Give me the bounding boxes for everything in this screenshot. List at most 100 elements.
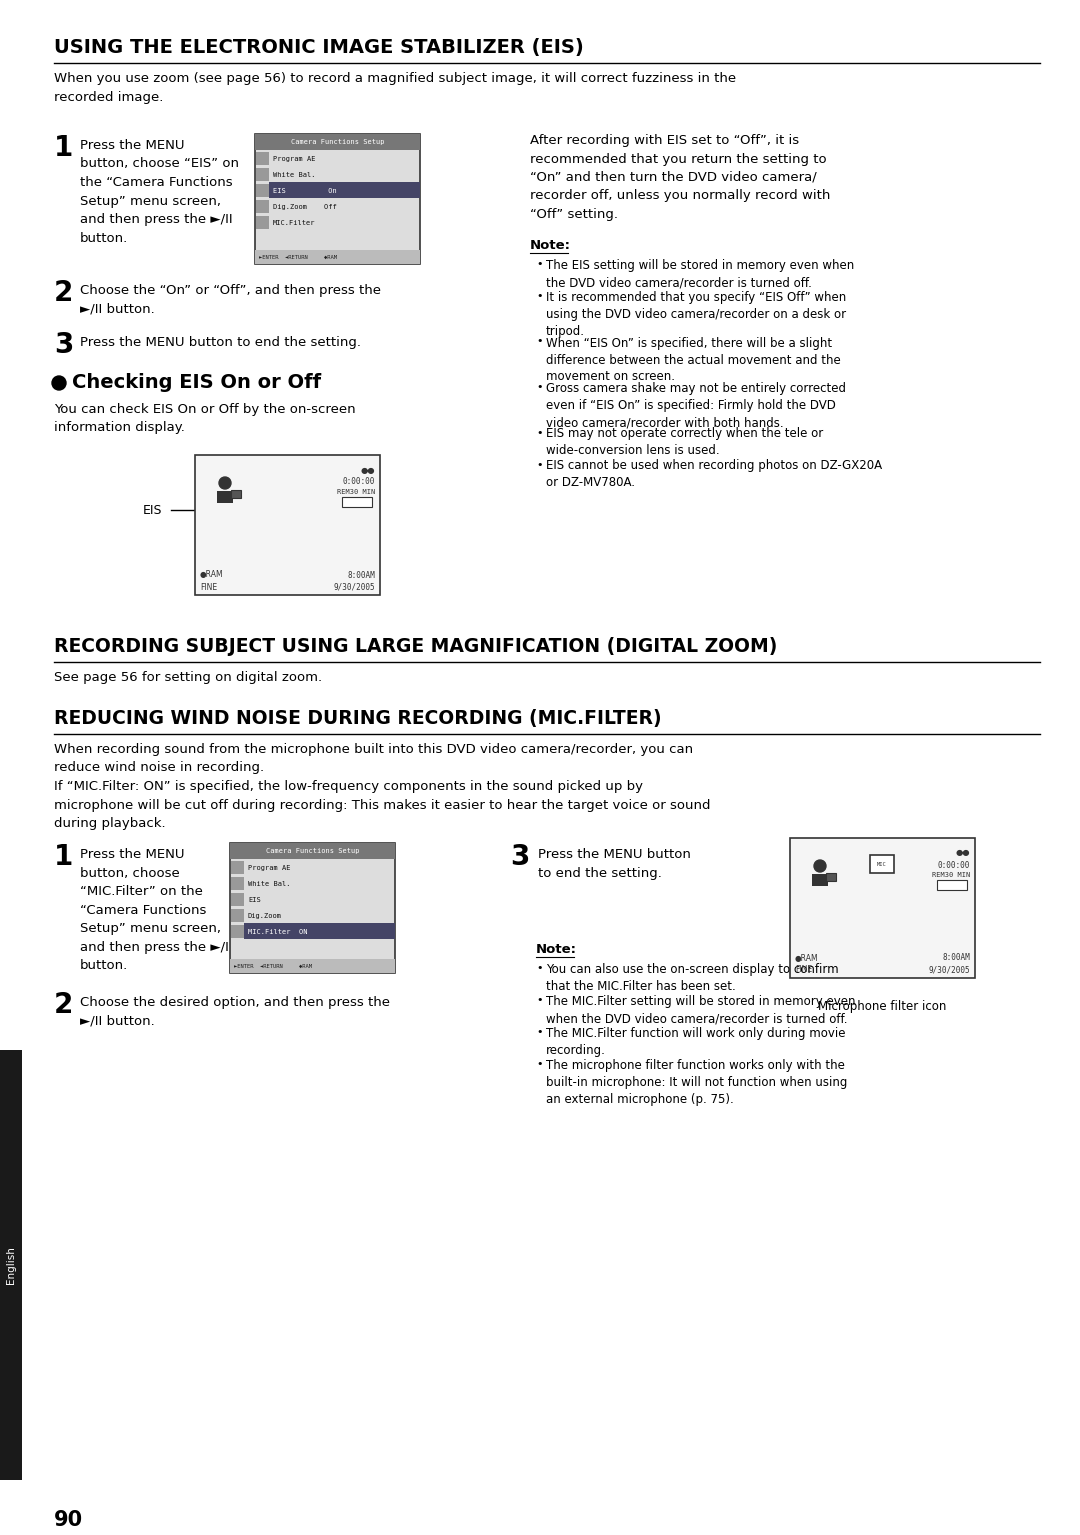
Text: The MIC.Filter function will work only during movie
recording.: The MIC.Filter function will work only d… [546, 1027, 846, 1058]
Text: 1: 1 [54, 134, 73, 163]
Text: White Bal.: White Bal. [273, 172, 315, 178]
Bar [217, 491, 233, 503]
Bar [256, 167, 269, 181]
Text: 0:00:00: 0:00:00 [937, 861, 970, 869]
Bar [0, 1050, 22, 1480]
Text: •: • [536, 336, 542, 347]
Text: 9/30/2005: 9/30/2005 [929, 966, 970, 975]
Text: Press the MENU
button, choose “EIS” on
the “Camera Functions
Setup” menu screen,: Press the MENU button, choose “EIS” on t… [80, 140, 239, 244]
Text: RECORDING SUBJECT USING LARGE MAGNIFICATION (DIGITAL ZOOM): RECORDING SUBJECT USING LARGE MAGNIFICAT… [54, 637, 778, 655]
Circle shape [814, 860, 826, 872]
Bar [255, 134, 420, 150]
Text: You can check EIS On or Off by the on-screen
information display.: You can check EIS On or Off by the on-sc… [54, 404, 355, 434]
Text: ●●: ●● [361, 465, 375, 474]
Circle shape [52, 376, 66, 390]
Bar [231, 490, 241, 497]
Text: The EIS setting will be stored in memory even when
the DVD video camera/recorder: The EIS setting will be stored in memory… [546, 259, 854, 289]
Text: Note:: Note: [536, 942, 577, 956]
Text: Choose the desired option, and then press the
►/II button.: Choose the desired option, and then pres… [80, 996, 390, 1027]
Bar [870, 855, 894, 873]
Text: White Bal.: White Bal. [248, 881, 291, 887]
Text: •: • [536, 382, 542, 391]
Text: Microphone filter icon: Microphone filter icon [819, 999, 947, 1013]
Text: •: • [536, 259, 542, 269]
Bar [255, 250, 420, 264]
Bar [256, 216, 269, 229]
Circle shape [219, 477, 231, 490]
Text: You can also use the on-screen display to confirm
that the MIC.Filter has been s: You can also use the on-screen display t… [546, 962, 839, 993]
Text: USING THE ELECTRONIC IMAGE STABILIZER (EIS): USING THE ELECTRONIC IMAGE STABILIZER (E… [54, 38, 584, 57]
Text: It is recommended that you specify “EIS Off” when
using the DVD video camera/rec: It is recommended that you specify “EIS … [546, 292, 847, 338]
Bar [231, 909, 244, 923]
Text: Press the MENU
button, choose
“MIC.Filter” on the
“Camera Functions
Setup” menu : Press the MENU button, choose “MIC.Filte… [80, 847, 232, 972]
Text: Press the MENU button to end the setting.: Press the MENU button to end the setting… [80, 336, 361, 348]
Text: REDUCING WIND NOISE DURING RECORDING (MIC.FILTER): REDUCING WIND NOISE DURING RECORDING (MI… [54, 709, 662, 728]
Text: FINE: FINE [795, 966, 812, 975]
Text: •: • [536, 292, 542, 301]
Bar [231, 861, 244, 873]
Text: 3: 3 [54, 332, 73, 359]
Bar [269, 183, 420, 198]
Text: 0:00:00: 0:00:00 [342, 477, 375, 487]
Text: The MIC.Filter setting will be stored in memory even
when the DVD video camera/r: The MIC.Filter setting will be stored in… [546, 995, 855, 1025]
Text: 2: 2 [54, 992, 73, 1019]
Bar [195, 454, 380, 596]
Text: Camera Functions Setup: Camera Functions Setup [266, 847, 360, 853]
Bar [230, 843, 395, 973]
Text: MIC: MIC [877, 861, 887, 866]
Text: ●RAM: ●RAM [795, 953, 819, 962]
Text: REM30 MIN: REM30 MIN [932, 872, 970, 878]
Text: Program AE: Program AE [248, 866, 291, 870]
Text: EIS cannot be used when recording photos on DZ-GX20A
or DZ-MV780A.: EIS cannot be used when recording photos… [546, 459, 882, 490]
Text: •: • [536, 1027, 542, 1038]
Text: After recording with EIS set to “Off”, it is
recommended that you return the set: After recording with EIS set to “Off”, i… [530, 134, 831, 221]
Text: EIS: EIS [248, 896, 260, 903]
Text: See page 56 for setting on digital zoom.: See page 56 for setting on digital zoom. [54, 671, 322, 685]
Text: 1: 1 [54, 843, 73, 870]
Text: MIC.Filter  ON: MIC.Filter ON [248, 929, 308, 935]
Bar [255, 134, 420, 264]
Text: When you use zoom (see page 56) to record a magnified subject image, it will cor: When you use zoom (see page 56) to recor… [54, 72, 737, 103]
Text: 8:00AM: 8:00AM [348, 571, 375, 580]
Text: REM30 MIN: REM30 MIN [337, 490, 375, 494]
Text: FINE: FINE [200, 582, 217, 591]
Text: ►ENTER  ◄RETURN     ◆RAM: ►ENTER ◄RETURN ◆RAM [259, 255, 337, 259]
Bar [342, 497, 372, 507]
Text: •: • [536, 459, 542, 470]
Text: 2: 2 [54, 279, 73, 307]
Text: Checking EIS On or Off: Checking EIS On or Off [72, 373, 321, 391]
Text: When “EIS On” is specified, there will be a slight
difference between the actual: When “EIS On” is specified, there will b… [546, 336, 840, 384]
Bar [231, 876, 244, 890]
Text: ●RAM: ●RAM [200, 571, 224, 580]
Text: 9/30/2005: 9/30/2005 [334, 582, 375, 591]
Bar [937, 880, 967, 890]
Text: •: • [536, 428, 542, 437]
Text: 8:00AM: 8:00AM [942, 953, 970, 962]
Text: ►ENTER  ◄RETURN     ◆RAM: ►ENTER ◄RETURN ◆RAM [234, 964, 312, 969]
Text: The microphone filter function works only with the
built-in microphone: It will : The microphone filter function works onl… [546, 1059, 848, 1107]
Text: Choose the “On” or “Off”, and then press the
►/II button.: Choose the “On” or “Off”, and then press… [80, 284, 381, 316]
Text: 3: 3 [510, 843, 529, 870]
Text: Gross camera shake may not be entirely corrected
even if “EIS On” is specified: : Gross camera shake may not be entirely c… [546, 382, 846, 428]
Text: Program AE: Program AE [273, 157, 315, 163]
Text: English: English [6, 1246, 16, 1283]
Bar [256, 200, 269, 213]
Bar [256, 152, 269, 164]
Bar [231, 926, 244, 938]
Text: Dig.Zoom    Off: Dig.Zoom Off [273, 204, 337, 210]
Text: EIS: EIS [143, 503, 162, 516]
Text: 90: 90 [54, 1510, 83, 1530]
Text: •: • [536, 1059, 542, 1068]
Bar [230, 959, 395, 973]
Text: EIS may not operate correctly when the tele or
wide-conversion lens is used.: EIS may not operate correctly when the t… [546, 428, 823, 457]
Bar [826, 873, 836, 881]
Bar [256, 184, 269, 196]
Text: Press the MENU button
to end the setting.: Press the MENU button to end the setting… [538, 847, 691, 880]
Text: Dig.Zoom: Dig.Zoom [248, 913, 282, 919]
Text: When recording sound from the microphone built into this DVD video camera/record: When recording sound from the microphone… [54, 743, 711, 830]
Text: MIC.Filter: MIC.Filter [273, 220, 315, 226]
Bar [812, 873, 828, 886]
Bar [244, 923, 395, 939]
Bar [789, 838, 975, 978]
Bar [231, 893, 244, 906]
